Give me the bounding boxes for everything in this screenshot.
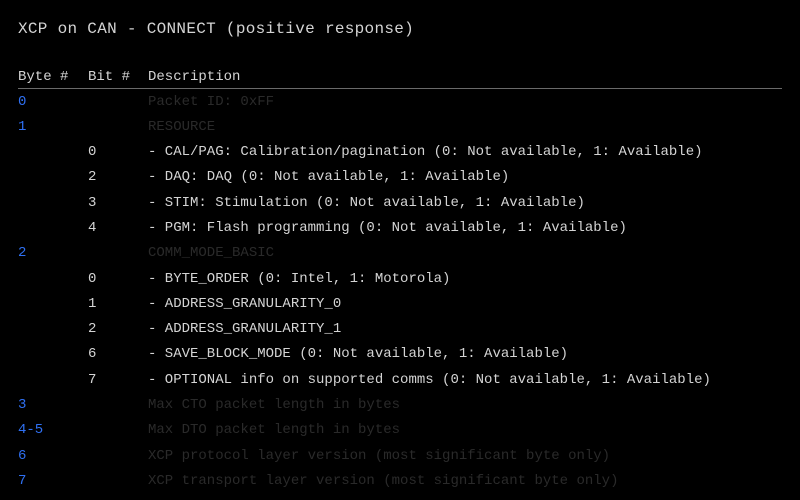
description-cell: COMM_MODE_BASIC (148, 241, 782, 266)
bit-cell: 2 (88, 317, 148, 342)
byte-cell: 3 (18, 393, 88, 418)
bit-cell (88, 241, 148, 266)
col-header-bit: Bit # (88, 66, 148, 89)
bit-cell: 6 (88, 342, 148, 367)
description-cell: - DAQ: DAQ (0: Not available, 1: Availab… (148, 165, 782, 190)
byte-cell: 1 (18, 114, 88, 139)
bit-cell: 7 (88, 367, 148, 392)
bit-cell: 3 (88, 190, 148, 215)
byte-cell (18, 291, 88, 316)
description-cell: - BYTE_ORDER (0: Intel, 1: Motorola) (148, 266, 782, 291)
byte-cell (18, 190, 88, 215)
byte-cell (18, 367, 88, 392)
table-row: 3 Max CTO packet length in bytes (18, 393, 782, 418)
table-row: 1 RESOURCE (18, 114, 782, 139)
table-row: 4-5 Max DTO packet length in bytes (18, 418, 782, 443)
bit-cell (88, 443, 148, 468)
bit-cell: 1 (88, 291, 148, 316)
protocol-table: Byte # Bit # Description 0Packet ID: 0xF… (18, 66, 782, 494)
bit-cell (88, 418, 148, 443)
byte-cell (18, 215, 88, 240)
bit-cell (88, 393, 148, 418)
table-header-row: Byte # Bit # Description (18, 66, 782, 89)
description-cell: - SAVE_BLOCK_MODE (0: Not available, 1: … (148, 342, 782, 367)
table-row: 1- ADDRESS_GRANULARITY_0 (18, 291, 782, 316)
byte-cell (18, 317, 88, 342)
bit-cell: 2 (88, 165, 148, 190)
bit-cell (88, 114, 148, 139)
description-cell: - CAL/PAG: Calibration/pagination (0: No… (148, 140, 782, 165)
byte-cell (18, 266, 88, 291)
byte-cell: 0 (18, 89, 88, 115)
bit-cell: 0 (88, 266, 148, 291)
table-row: 0- BYTE_ORDER (0: Intel, 1: Motorola) (18, 266, 782, 291)
table-row: 3- STIM: Stimulation (0: Not available, … (18, 190, 782, 215)
description-cell: - STIM: Stimulation (0: Not available, 1… (148, 190, 782, 215)
table-row: 2- ADDRESS_GRANULARITY_1 (18, 317, 782, 342)
description-cell: XCP transport layer version (most signif… (148, 468, 782, 493)
description-cell: Packet ID: 0xFF (148, 89, 782, 115)
byte-cell (18, 140, 88, 165)
description-cell: - ADDRESS_GRANULARITY_1 (148, 317, 782, 342)
bit-cell (88, 89, 148, 115)
description-cell: XCP protocol layer version (most signifi… (148, 443, 782, 468)
description-cell: - OPTIONAL info on supported comms (0: N… (148, 367, 782, 392)
table-row: 7 XCP transport layer version (most signi… (18, 468, 782, 493)
table-row: 0- CAL/PAG: Calibration/pagination (0: N… (18, 140, 782, 165)
description-cell: Max DTO packet length in bytes (148, 418, 782, 443)
col-header-byte: Byte # (18, 66, 88, 89)
bit-cell: 0 (88, 140, 148, 165)
description-cell: - PGM: Flash programming (0: Not availab… (148, 215, 782, 240)
table-body: 0Packet ID: 0xFF1RESOURCE0- CAL/PAG: Cal… (18, 89, 782, 494)
description-cell: - ADDRESS_GRANULARITY_0 (148, 291, 782, 316)
table-row: 2- DAQ: DAQ (0: Not available, 1: Availa… (18, 165, 782, 190)
bit-cell: 4 (88, 215, 148, 240)
byte-cell (18, 342, 88, 367)
byte-cell (18, 165, 88, 190)
description-cell: RESOURCE (148, 114, 782, 139)
bit-cell (88, 468, 148, 493)
byte-cell: 4-5 (18, 418, 88, 443)
table-row: 6 XCP protocol layer version (most signif… (18, 443, 782, 468)
table-row: 0 Packet ID: 0xFF (18, 89, 782, 115)
col-header-description: Description (148, 66, 782, 89)
table-row: 4- PGM: Flash programming (0: Not availa… (18, 215, 782, 240)
page-title: XCP on CAN - CONNECT (positive response) (18, 20, 782, 38)
byte-cell: 6 (18, 443, 88, 468)
byte-cell: 7 (18, 468, 88, 493)
table-row: 7- OPTIONAL info on supported comms (0: … (18, 367, 782, 392)
description-cell: Max CTO packet length in bytes (148, 393, 782, 418)
byte-cell: 2 (18, 241, 88, 266)
table-row: 2 COMM_MODE_BASIC (18, 241, 782, 266)
table-row: 6- SAVE_BLOCK_MODE (0: Not available, 1:… (18, 342, 782, 367)
